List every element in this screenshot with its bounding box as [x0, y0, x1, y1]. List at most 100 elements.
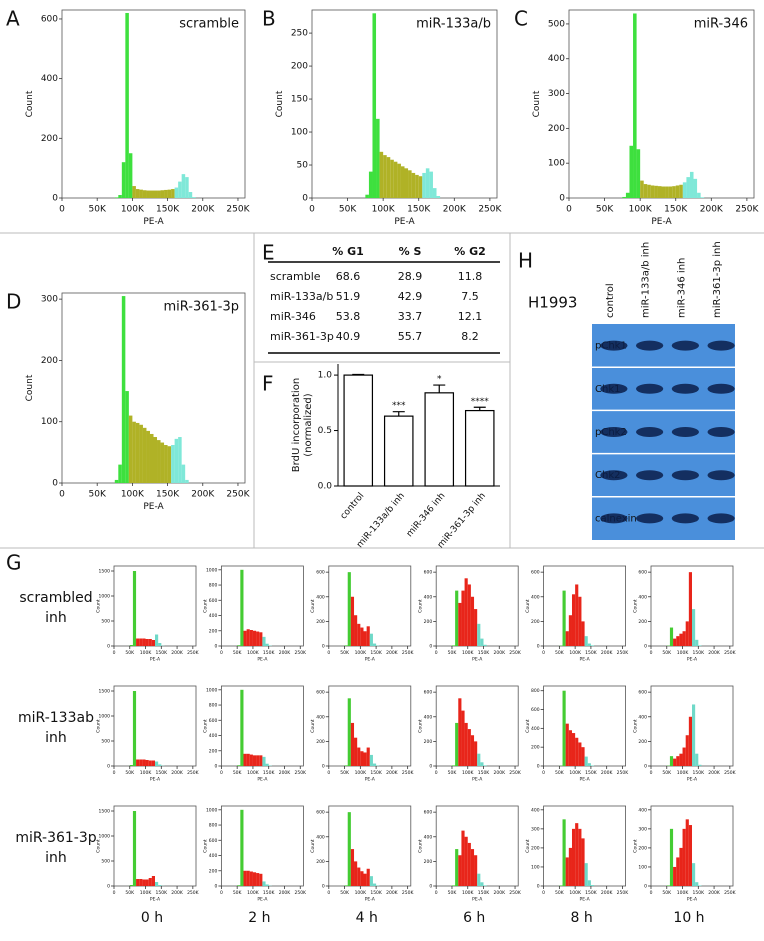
- histogram-bar: [366, 747, 370, 766]
- y-tick-label: 0: [644, 764, 647, 770]
- histogram-bar: [160, 442, 165, 483]
- histogram-bar: [587, 643, 591, 646]
- histogram-bar: [455, 849, 459, 886]
- x-axis-label: PE-A: [394, 217, 415, 227]
- histogram-bar: [132, 186, 136, 198]
- blot-band: [600, 340, 628, 351]
- histogram-bar: [136, 759, 140, 766]
- x-tick-label: 250K: [617, 650, 630, 656]
- y-axis-label: Count: [95, 839, 101, 853]
- histogram-bar: [372, 643, 377, 646]
- table-cell: 33.7: [398, 310, 423, 323]
- histogram-bar: [692, 704, 696, 766]
- y-tick-label: 1500: [99, 809, 111, 815]
- y-axis-label: Count: [525, 839, 531, 853]
- histogram-bar: [354, 737, 358, 766]
- histogram-bar: [171, 189, 175, 198]
- histogram-bar: [633, 13, 637, 199]
- histogram-bar: [350, 596, 355, 646]
- x-tick-label: 250K: [187, 890, 200, 896]
- histogram-bar: [455, 722, 459, 766]
- x-tick-label: 50K: [555, 890, 565, 896]
- blot-band: [600, 383, 628, 394]
- histogram-bar: [256, 755, 260, 766]
- x-tick-label: 250K: [478, 205, 502, 215]
- y-tick-label: 100: [548, 159, 565, 169]
- histogram-bar: [470, 735, 475, 766]
- x-tick-label: 200K: [443, 205, 467, 215]
- cell-line-label: H1993: [528, 294, 577, 312]
- y-tick-label: 400: [209, 853, 218, 859]
- histogram-bar: [676, 857, 680, 886]
- y-axis-label: Count: [275, 90, 285, 117]
- histogram-bar: [467, 729, 471, 766]
- histogram-bar: [121, 162, 126, 198]
- histogram-bar: [149, 433, 154, 483]
- histogram-bar: [135, 422, 140, 483]
- y-tick-label: 300: [41, 295, 58, 305]
- y-tick-label: 0: [322, 764, 325, 770]
- histogram-bar: [249, 754, 253, 766]
- x-tick-label: 200K: [601, 890, 614, 896]
- panel-title: miR-346: [694, 17, 748, 32]
- x-tick-label: 200K: [279, 890, 292, 896]
- x-tick-label: 150K: [407, 205, 431, 215]
- x-axis-label: PE-A: [687, 896, 698, 902]
- table-header: % G1: [332, 245, 364, 258]
- histogram-bar: [347, 572, 351, 646]
- table-header: % S: [399, 245, 422, 258]
- histogram-bar: [354, 615, 358, 646]
- x-tick-label: 200K: [279, 650, 292, 656]
- column-label: 0 h: [141, 910, 163, 926]
- histogram-bar: [578, 596, 582, 646]
- y-tick-label: 400: [209, 613, 218, 619]
- histogram-bar: [265, 763, 269, 766]
- y-axis-label: Count: [310, 719, 316, 733]
- blot-band: [707, 513, 735, 524]
- histogram-bar: [114, 479, 119, 483]
- table-cell: 51.9: [336, 290, 361, 303]
- y-axis-label: Count: [418, 599, 424, 613]
- histogram-bar: [575, 737, 579, 766]
- table-row-label: scramble: [270, 270, 321, 283]
- y-tick-label: 0: [302, 194, 308, 204]
- histogram-bar: [365, 194, 369, 198]
- histogram-bar: [483, 885, 487, 886]
- histogram-bar: [142, 638, 146, 646]
- y-tick-label: 200: [531, 845, 540, 851]
- y-tick-label: 1500: [99, 569, 111, 575]
- histogram-bar: [451, 765, 456, 766]
- x-tick-label: 150K: [693, 890, 706, 896]
- x-tick-label: 150K: [156, 890, 169, 896]
- x-tick-label: 200K: [700, 205, 724, 215]
- y-tick-label: 600: [424, 570, 433, 576]
- x-tick-label: 50K: [89, 490, 107, 500]
- y-tick-label: 800: [531, 688, 540, 694]
- histogram-bar: [158, 643, 162, 646]
- histogram-bar: [562, 819, 566, 886]
- x-tick-label: 200K: [386, 770, 399, 776]
- y-tick-label: 0: [215, 884, 218, 890]
- histogram-bar: [136, 638, 140, 646]
- histogram-bar: [673, 638, 677, 646]
- y-tick-label: 1000: [206, 807, 218, 813]
- table-cell: 8.2: [461, 330, 479, 343]
- histogram-bar: [145, 639, 149, 646]
- panel-letter: F: [262, 372, 274, 396]
- x-tick-label: 0: [220, 650, 223, 656]
- histogram-bar: [185, 177, 189, 198]
- x-tick-label: 200K: [386, 650, 399, 656]
- panel-letter: G: [6, 551, 22, 575]
- histogram-bar: [246, 753, 250, 766]
- y-tick-label: 800: [209, 583, 218, 589]
- y-tick-label: 200: [548, 124, 565, 134]
- histogram-bar: [390, 159, 394, 198]
- x-tick-label: 250K: [735, 205, 759, 215]
- histogram-bar: [700, 197, 705, 198]
- y-tick-label: 400: [638, 594, 647, 600]
- panel-letter: H: [518, 249, 533, 273]
- y-tick-label: 600: [209, 598, 218, 604]
- x-tick-label: 250K: [509, 770, 522, 776]
- row-label: miR-133ab: [18, 710, 94, 726]
